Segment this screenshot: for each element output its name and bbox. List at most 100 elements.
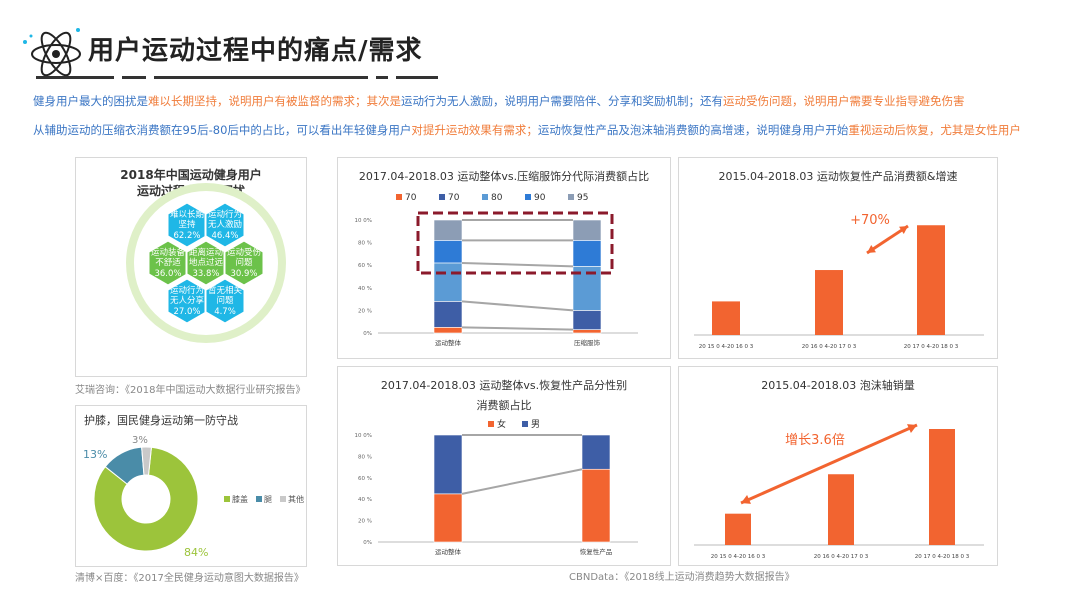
gender-chart: 0% 20 % 40 % 60 % 80 % 10 0% 运动整体 恢复性产品 女 男	[355, 418, 638, 556]
legend-label: 腿	[264, 495, 272, 504]
insight-segment: 运动恢复性产品及泡沫轴消费额的高增速，说明健身用户开始	[537, 123, 849, 137]
insight-segment: 从辅助运动的压缩衣消费额在95后-80后中的占比，可以看出年轻健身用户	[33, 123, 412, 137]
legend-swatch	[396, 194, 402, 200]
connector-line	[461, 300, 574, 312]
compression-panel: 2017.04-2018.03 运动整体vs.压缩服饰分代际消费额占比 0% 20…	[337, 157, 671, 359]
hex-label: 不舒适	[155, 257, 181, 268]
bar	[929, 429, 955, 545]
y-tick-label: 60 %	[358, 476, 372, 482]
title-underline	[154, 76, 368, 79]
insight-segment: 难以长期坚持，说明用户有被监督的需求；其次是	[148, 94, 401, 108]
donut-slice	[93, 446, 199, 552]
source-donut: 清博×百度：《2017全民健身运动意图大数据报告》	[75, 573, 304, 584]
growth-arrow-head	[741, 495, 751, 504]
y-tick-label: 10 0%	[355, 218, 372, 224]
donut-chart: 84% 13% 3% 膝盖 腿 其他	[83, 435, 304, 559]
stacked-bar-segment	[581, 434, 611, 470]
source-cbn: CBNData：《2018线上运动消费趋势大数据报告》	[569, 572, 795, 583]
y-tick-label: 80 %	[358, 454, 372, 460]
recovery-title: 2015.04-2018.03 运动恢复性产品消费额&增速	[718, 170, 958, 183]
y-tick-label: 0%	[363, 331, 372, 337]
hex-label: 无人激励	[208, 219, 242, 230]
y-tick-label: 40 %	[358, 286, 372, 292]
foam-title: 2015.04-2018.03 泡沫轴销量	[761, 379, 915, 392]
legend-label: 80	[491, 193, 503, 203]
hex-label: 问题	[216, 296, 234, 306]
legend-swatch	[482, 194, 488, 200]
legend-label: 95	[577, 193, 588, 203]
stacked-bar-segment	[572, 240, 602, 267]
legend-label: 女	[497, 418, 506, 430]
hex-label: 运动行为	[208, 209, 242, 220]
hex-value: 4.7%	[214, 307, 236, 317]
hex-label: 地点过远	[189, 257, 224, 268]
growth-arrow-head	[899, 226, 908, 234]
hex-cell	[204, 277, 246, 325]
x-tick-label: 恢复性产品	[580, 547, 613, 556]
title-underline	[396, 76, 438, 79]
legend-label: 男	[531, 419, 540, 430]
growth-annotation: +70%	[850, 213, 890, 228]
legend-swatch	[280, 496, 286, 502]
hex-cell	[204, 201, 246, 249]
source-hex: 艾瑞咨询：《2018年中国运动大数据行业研究报告》	[75, 385, 306, 396]
y-tick-label: 40 %	[358, 497, 372, 503]
x-tick-label: 运动整体	[435, 547, 462, 556]
x-tick-label: 压缩服饰	[574, 338, 601, 347]
legend-swatch	[525, 194, 531, 200]
donut-label: 13%	[83, 448, 107, 461]
atom-logo-icon	[23, 28, 81, 77]
legend-swatch	[439, 194, 445, 200]
stacked-bar-segment	[433, 301, 463, 328]
hex-value: 62.2%	[173, 231, 200, 241]
growth-arrow-line	[740, 423, 918, 505]
gender-title-2: 消费额占比	[476, 399, 532, 412]
connector-line	[461, 468, 583, 495]
legend-swatch	[568, 194, 574, 200]
hex-value: 30.9%	[230, 269, 257, 279]
compression-chart: 0% 20 % 40 % 60 % 80 % 10 0% 运动整体 压缩服饰 70 70 80 90 9…	[355, 193, 638, 347]
gender-title-1: 2017.04-2018.03 运动整体vs.恢复性产品分性别	[380, 379, 628, 392]
hex-value: 36.0%	[154, 269, 181, 279]
insight-segment: 运动行为无人激励，说明用户需要陪伴、分享和奖励机制；还有	[401, 94, 723, 108]
stacked-bar-segment	[581, 468, 611, 543]
stacked-bar-segment	[572, 329, 602, 334]
donut-slice	[141, 446, 152, 476]
growth-arrow-line	[866, 224, 909, 255]
x-tick-label: 20 16 0 4-20 17 0 3	[814, 554, 869, 560]
stacked-bar-segment	[572, 310, 602, 330]
growth-arrow-head	[907, 424, 917, 433]
legend-label: 膝盖	[232, 494, 248, 504]
y-tick-label: 10 0%	[355, 433, 372, 439]
insight-line-1: 健身用户最大的困扰是难以长期坚持，说明用户有被监督的需求；其次是运动行为无人激励…	[33, 93, 965, 109]
stacked-bar-segment	[433, 219, 463, 241]
bar	[712, 301, 740, 335]
donut-panel: 护膝，国民健身运动第一防守战 84% 13% 3% 膝盖 腿 其他	[75, 405, 307, 567]
insight-segment: 健身用户最大的困扰是	[33, 94, 148, 108]
hex-cell	[223, 239, 265, 287]
stacked-bar-segment	[433, 434, 463, 495]
bar	[815, 270, 843, 335]
stacked-bar-segment	[433, 240, 463, 264]
hex-label: 坚持	[178, 219, 196, 230]
stacked-bar-segment	[433, 493, 463, 543]
stacked-bar-segment	[433, 327, 463, 334]
insight-segment: 重视运动后恢复，尤其是女性用户	[848, 123, 1021, 137]
legend-label: 70	[405, 193, 417, 203]
legend-swatch	[488, 421, 494, 427]
connector-line	[461, 261, 574, 268]
hex-label: 距离运动	[189, 247, 224, 258]
y-tick-label: 80 %	[358, 241, 372, 247]
donut-label: 3%	[132, 435, 148, 446]
hex-label: 无人分享	[170, 295, 205, 306]
x-tick-label: 运动整体	[435, 338, 462, 347]
hex-label: 运动行为	[170, 285, 204, 296]
recovery-panel: 2015.04-2018.03 运动恢复性产品消费额&增速 20 15 0 4-…	[678, 157, 998, 359]
legend-label: 90	[534, 193, 546, 203]
x-tick-label: 20 15 0 4-20 16 0 3	[699, 344, 754, 350]
x-tick-label: 20 17 0 4-20 18 0 3	[915, 554, 970, 560]
donut-title: 护膝，国民健身运动第一防守战	[84, 414, 238, 427]
hex-value: 27.0%	[173, 307, 200, 317]
growth-arrow-head	[867, 245, 876, 253]
hex-label: 运动受伤	[227, 247, 261, 258]
